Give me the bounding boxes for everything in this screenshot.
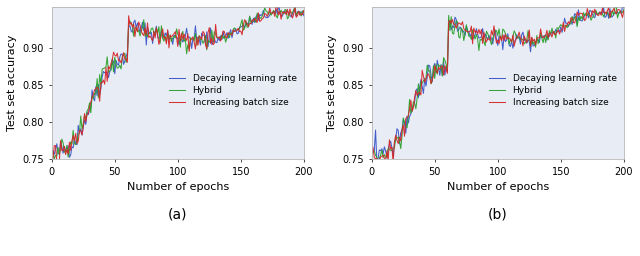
Y-axis label: Test set accuracy: Test set accuracy bbox=[7, 35, 17, 131]
Text: (a): (a) bbox=[168, 208, 188, 222]
X-axis label: Number of epochs: Number of epochs bbox=[447, 182, 549, 192]
Y-axis label: Test set accuracy: Test set accuracy bbox=[327, 35, 337, 131]
X-axis label: Number of epochs: Number of epochs bbox=[127, 182, 229, 192]
Legend: Decaying learning rate, Hybrid, Increasing batch size: Decaying learning rate, Hybrid, Increasi… bbox=[166, 71, 300, 110]
Text: (b): (b) bbox=[488, 208, 508, 222]
Legend: Decaying learning rate, Hybrid, Increasing batch size: Decaying learning rate, Hybrid, Increasi… bbox=[486, 71, 620, 110]
